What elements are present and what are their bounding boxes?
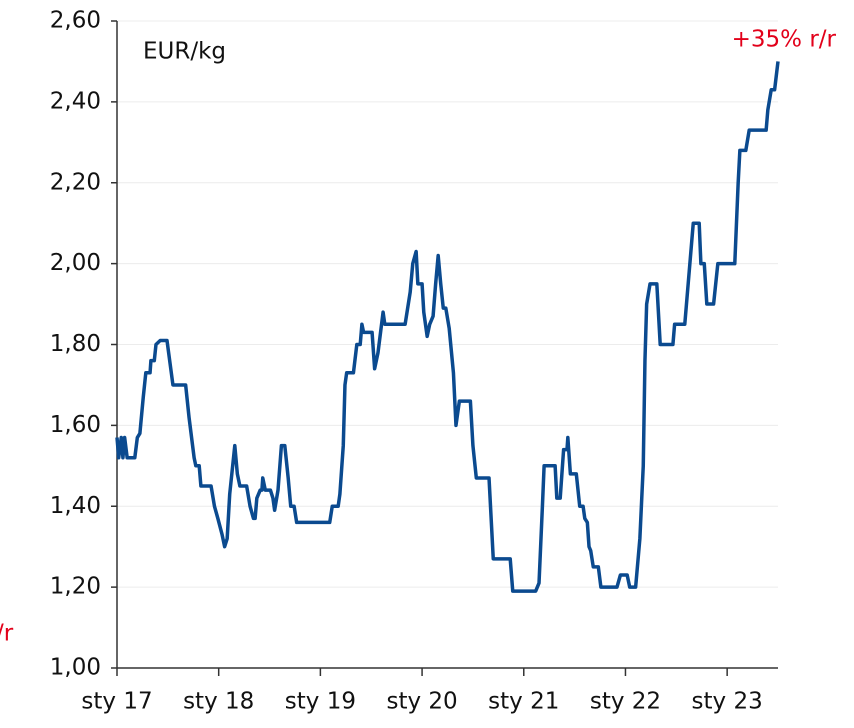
annotation: /r [0,621,14,647]
y-tick-label: 1,00 [50,655,101,681]
y-tick-label: 1,80 [50,331,101,357]
y-tick-label: 1,20 [50,574,101,600]
x-tick-label: sty 19 [285,689,356,715]
y-tick-label: 2,60 [50,8,101,34]
y-tick-label: 2,40 [50,88,101,114]
x-tick-label: sty 18 [183,689,254,715]
x-tick-label: sty 20 [386,689,457,715]
x-tick-label: sty 21 [488,689,559,715]
annotation: +35% r/r [732,27,837,53]
x-tick-label: sty 22 [590,689,661,715]
y-tick-label: 1,40 [50,493,101,519]
x-tick-label: sty 17 [81,689,152,715]
x-tick-label: sty 23 [692,689,763,715]
y-tick-label: 2,20 [50,169,101,195]
axis-unit: EUR/kg [143,39,226,65]
line [115,61,780,593]
y-tick-label: 1,60 [50,412,101,438]
y-tick-label: 2,00 [50,250,101,276]
